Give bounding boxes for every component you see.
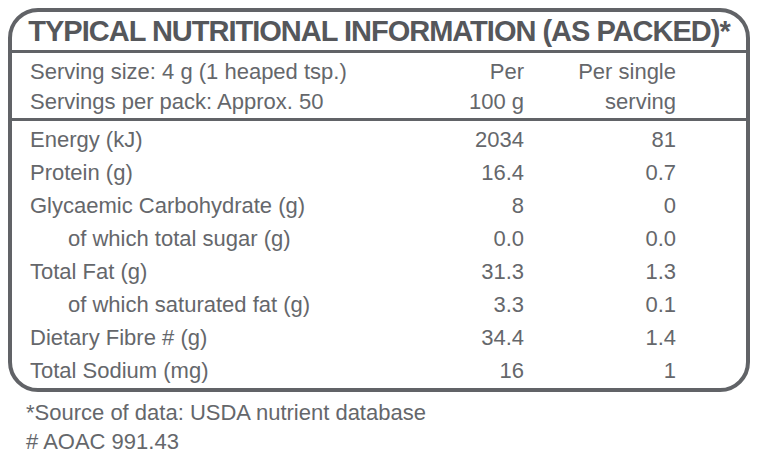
footnotes: *Source of data: USDA nutrient database … bbox=[26, 398, 426, 456]
nutrient-label: Dietary Fibre # (g) bbox=[30, 321, 384, 354]
nutrient-label: of which total sugar (g) bbox=[30, 222, 384, 255]
value-per-100g: 16.4 bbox=[384, 156, 524, 189]
nutrient-label: Glycaemic Carbohydrate (g) bbox=[30, 189, 384, 222]
value-per-100g: 34.4 bbox=[384, 321, 524, 354]
footnote-aoac: # AOAC 991.43 bbox=[26, 427, 426, 456]
nutrient-rows: Energy (kJ) 2034 81 Protein (g) 16.4 0.7… bbox=[12, 121, 746, 387]
serving-size-line: Serving size: 4 g (1 heaped tsp.) bbox=[30, 57, 384, 87]
nutrient-label: Total Fat (g) bbox=[30, 255, 384, 288]
nutrition-label: TYPICAL NUTRITIONAL INFORMATION (AS PACK… bbox=[0, 0, 761, 465]
table-row-total-sodium: Total Sodium (mg) 16 1 bbox=[12, 354, 746, 387]
column-header-per-100g: Per 100 g bbox=[384, 57, 524, 117]
serving-labels: Serving size: 4 g (1 heaped tsp.) Servin… bbox=[30, 57, 384, 117]
table-row-total-fat: Total Fat (g) 31.3 1.3 bbox=[12, 255, 746, 288]
value-per-serving: 1.3 bbox=[524, 255, 676, 288]
value-per-100g: 16 bbox=[384, 354, 524, 387]
value-per-serving: 1 bbox=[524, 354, 676, 387]
nutrient-label: Protein (g) bbox=[30, 156, 384, 189]
value-per-100g: 31.3 bbox=[384, 255, 524, 288]
value-per-100g: 3.3 bbox=[384, 288, 524, 321]
serving-section: Serving size: 4 g (1 heaped tsp.) Servin… bbox=[12, 53, 746, 121]
value-per-serving: 0.0 bbox=[524, 222, 676, 255]
label-title: TYPICAL NUTRITIONAL INFORMATION (AS PACK… bbox=[28, 15, 729, 48]
value-per-100g: 8 bbox=[384, 189, 524, 222]
table-row-protein: Protein (g) 16.4 0.7 bbox=[12, 156, 746, 189]
servings-per-pack-line: Servings per pack: Approx. 50 bbox=[30, 87, 384, 117]
column-header-per-serving-line1: Per single bbox=[524, 57, 676, 87]
value-per-100g: 0.0 bbox=[384, 222, 524, 255]
value-per-serving: 0 bbox=[524, 189, 676, 222]
value-per-serving: 0.7 bbox=[524, 156, 676, 189]
column-header-per-serving: Per single serving bbox=[524, 57, 676, 117]
label-header: TYPICAL NUTRITIONAL INFORMATION (AS PACK… bbox=[12, 12, 746, 53]
footnote-source: *Source of data: USDA nutrient database bbox=[26, 398, 426, 427]
column-header-per-100g-line1: Per bbox=[384, 57, 524, 87]
value-per-100g: 2034 bbox=[384, 123, 524, 156]
table-row-glycaemic-carbohydrate: Glycaemic Carbohydrate (g) 8 0 bbox=[12, 189, 746, 222]
table-row-energy: Energy (kJ) 2034 81 bbox=[12, 123, 746, 156]
nutrient-label: Total Sodium (mg) bbox=[30, 354, 384, 387]
value-per-serving: 0.1 bbox=[524, 288, 676, 321]
table-row-saturated-fat: of which saturated fat (g) 3.3 0.1 bbox=[12, 288, 746, 321]
table-row-total-sugar: of which total sugar (g) 0.0 0.0 bbox=[12, 222, 746, 255]
nutrient-label: of which saturated fat (g) bbox=[30, 288, 384, 321]
column-header-per-100g-line2: 100 g bbox=[384, 87, 524, 117]
value-per-serving: 1.4 bbox=[524, 321, 676, 354]
table-row-dietary-fibre: Dietary Fibre # (g) 34.4 1.4 bbox=[12, 321, 746, 354]
column-header-per-serving-line2: serving bbox=[524, 87, 676, 117]
nutrition-label-box: TYPICAL NUTRITIONAL INFORMATION (AS PACK… bbox=[8, 8, 750, 392]
value-per-serving: 81 bbox=[524, 123, 676, 156]
nutrient-label: Energy (kJ) bbox=[30, 123, 384, 156]
